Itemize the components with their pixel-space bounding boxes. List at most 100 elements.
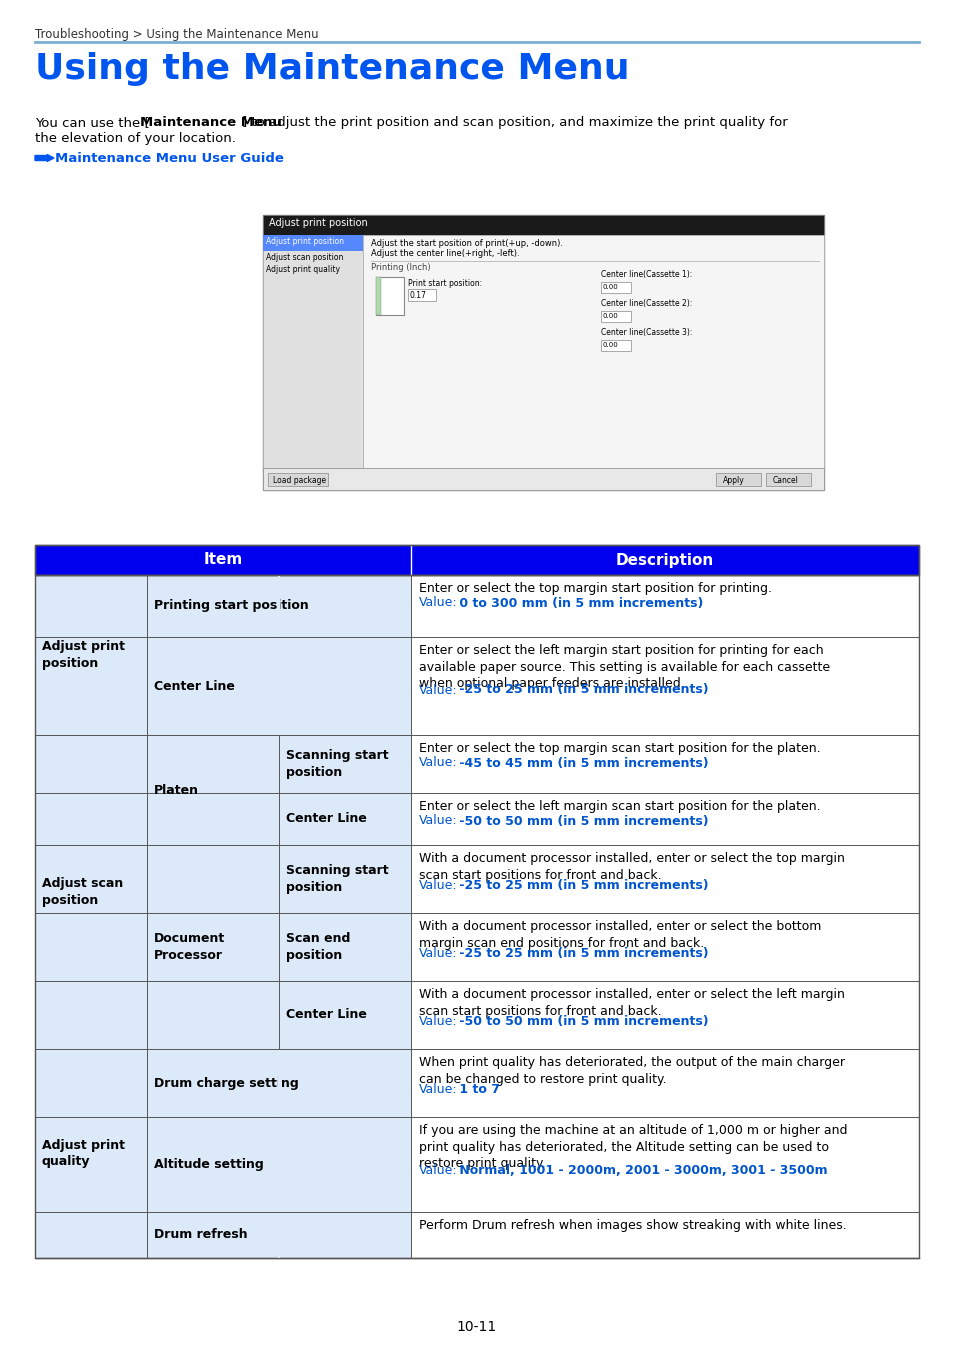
Text: Center line(Cassette 1):: Center line(Cassette 1): <box>600 270 692 279</box>
Bar <box>278 575 280 636</box>
Text: -25 to 25 mm (in 5 mm increments): -25 to 25 mm (in 5 mm increments) <box>455 879 708 892</box>
Bar <box>35 734 411 792</box>
Bar <box>411 734 918 792</box>
Bar <box>765 472 810 486</box>
Text: Value:: Value: <box>418 683 457 697</box>
Text: Adjust scan position: Adjust scan position <box>266 252 343 262</box>
Text: Maintenance Menu User Guide: Maintenance Menu User Guide <box>55 153 284 165</box>
Bar <box>716 472 760 486</box>
Text: Printing (Inch): Printing (Inch) <box>371 263 430 271</box>
Text: Troubleshooting > Using the Maintenance Menu: Troubleshooting > Using the Maintenance … <box>35 28 318 40</box>
Text: Value:: Value: <box>418 597 457 609</box>
Bar <box>411 845 918 913</box>
Text: Description: Description <box>616 552 714 567</box>
Bar <box>35 637 411 734</box>
Text: If you are using the machine at an altitude of 1,000 m or higher and
print quali: If you are using the machine at an altit… <box>418 1125 846 1170</box>
Text: Center Line: Center Line <box>286 813 367 825</box>
Text: Value:: Value: <box>418 1164 457 1176</box>
Text: Using the Maintenance Menu: Using the Maintenance Menu <box>35 53 629 86</box>
Bar <box>278 1212 280 1257</box>
Bar <box>411 981 918 1049</box>
Text: You can use the [: You can use the [ <box>35 116 150 130</box>
Text: Enter or select the top margin scan start position for the platen.: Enter or select the top margin scan star… <box>418 743 820 755</box>
Text: Center Line: Center Line <box>153 679 234 693</box>
Text: Value:: Value: <box>418 814 457 828</box>
Text: Adjust the center line(+right, -left).: Adjust the center line(+right, -left). <box>371 248 519 258</box>
Bar <box>375 277 380 315</box>
Bar <box>35 1116 411 1212</box>
Bar <box>411 913 918 981</box>
Text: Printing start position: Printing start position <box>153 599 309 613</box>
Text: the elevation of your location.: the elevation of your location. <box>35 132 235 144</box>
Text: Drum charge setting: Drum charge setting <box>153 1076 298 1089</box>
Text: Value:: Value: <box>418 756 457 770</box>
Text: Adjust the start position of print(+up, -down).: Adjust the start position of print(+up, … <box>371 239 562 248</box>
Text: Value:: Value: <box>418 879 457 892</box>
Text: -25 to 25 mm (in 5 mm increments): -25 to 25 mm (in 5 mm increments) <box>455 683 708 697</box>
Text: Adjust print position: Adjust print position <box>266 238 344 246</box>
Bar <box>278 1118 280 1211</box>
Text: -25 to 25 mm (in 5 mm increments): -25 to 25 mm (in 5 mm increments) <box>455 946 708 960</box>
Text: Value:: Value: <box>418 1015 457 1027</box>
Text: 1 to 7: 1 to 7 <box>455 1083 499 1096</box>
Text: Scanning start
position: Scanning start position <box>286 864 388 894</box>
Text: With a document processor installed, enter or select the top margin
scan start p: With a document processor installed, ent… <box>418 852 844 882</box>
FancyArrow shape <box>35 154 54 162</box>
Text: Adjust print position: Adjust print position <box>269 217 367 228</box>
Bar <box>411 1116 918 1212</box>
Bar <box>35 981 411 1049</box>
Bar <box>35 913 411 981</box>
Text: 0 to 300 mm (in 5 mm increments): 0 to 300 mm (in 5 mm increments) <box>455 597 702 609</box>
Bar <box>268 472 328 486</box>
Bar <box>35 1212 411 1258</box>
Text: Altitude setting: Altitude setting <box>153 1158 263 1170</box>
Bar <box>600 340 630 351</box>
Bar <box>263 235 363 251</box>
Text: 0.00: 0.00 <box>602 313 618 319</box>
Text: -45 to 45 mm (in 5 mm increments): -45 to 45 mm (in 5 mm increments) <box>455 756 708 770</box>
Bar <box>35 575 411 637</box>
Text: Drum refresh: Drum refresh <box>153 1228 248 1242</box>
Text: Enter or select the top margin start position for printing.: Enter or select the top margin start pos… <box>418 582 771 595</box>
Text: Center line(Cassette 3):: Center line(Cassette 3): <box>600 328 692 338</box>
Text: 10-11: 10-11 <box>456 1320 497 1334</box>
Text: Center line(Cassette 2):: Center line(Cassette 2): <box>600 298 692 308</box>
Text: With a document processor installed, enter or select the bottom
margin scan end : With a document processor installed, ent… <box>418 919 821 949</box>
Bar <box>263 215 823 235</box>
Text: ] to adjust the print position and scan position, and maximize the print quality: ] to adjust the print position and scan … <box>242 116 787 130</box>
Text: Maintenance Menu: Maintenance Menu <box>140 116 281 130</box>
Text: Adjust print
position: Adjust print position <box>42 640 125 670</box>
Text: Cancel: Cancel <box>772 477 798 485</box>
Text: Center Line: Center Line <box>286 1008 367 1022</box>
Bar <box>263 235 363 490</box>
Bar <box>35 575 918 1258</box>
Bar <box>35 792 411 845</box>
Bar <box>263 468 823 490</box>
Text: Perform Drum refresh when images show streaking with white lines.: Perform Drum refresh when images show st… <box>418 1219 846 1233</box>
Text: Value:: Value: <box>418 1083 457 1096</box>
Text: Apply: Apply <box>722 477 744 485</box>
Text: With a document processor installed, enter or select the left margin
scan start : With a document processor installed, ent… <box>418 988 844 1018</box>
Bar <box>411 1049 918 1116</box>
Text: Item: Item <box>203 552 242 567</box>
Text: 0.00: 0.00 <box>602 284 618 290</box>
Bar <box>411 792 918 845</box>
Bar <box>263 215 823 490</box>
Text: 0.17: 0.17 <box>410 292 426 300</box>
Bar <box>375 277 403 315</box>
Bar <box>35 545 918 575</box>
Bar <box>35 545 918 575</box>
Text: Adjust print quality: Adjust print quality <box>266 265 339 274</box>
Text: Enter or select the left margin scan start position for the platen.: Enter or select the left margin scan sta… <box>418 801 820 813</box>
Text: Scan end
position: Scan end position <box>286 931 350 963</box>
Bar <box>408 289 436 301</box>
Bar <box>411 637 918 734</box>
Text: -50 to 50 mm (in 5 mm increments): -50 to 50 mm (in 5 mm increments) <box>455 1015 708 1027</box>
Text: -50 to 50 mm (in 5 mm increments): -50 to 50 mm (in 5 mm increments) <box>455 814 708 828</box>
Text: Normal, 1001 - 2000m, 2001 - 3000m, 3001 - 3500m: Normal, 1001 - 2000m, 2001 - 3000m, 3001… <box>455 1164 827 1176</box>
Bar <box>278 637 280 734</box>
Text: Value:: Value: <box>418 946 457 960</box>
Text: Adjust scan
position: Adjust scan position <box>42 878 123 907</box>
Bar <box>35 845 411 913</box>
Bar <box>363 235 823 490</box>
